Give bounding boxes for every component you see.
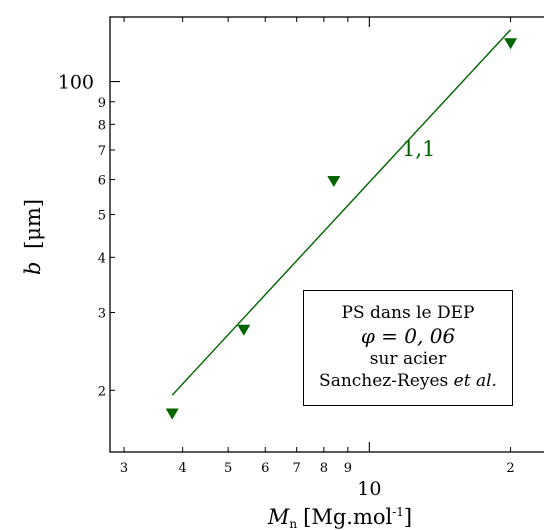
- x-axis-label: Mn [Mg.mol-1]: [267, 505, 412, 530]
- x-axis-symbol: M: [267, 505, 290, 529]
- x-axis-unit: [Mg.mol: [303, 505, 392, 529]
- legend-line-3: sur acier: [369, 349, 447, 369]
- y-axis-unit: [μm]: [21, 199, 45, 249]
- y-major-tick-label: 100: [58, 72, 94, 94]
- y-minor-tick-label: 8: [98, 118, 106, 133]
- y-minor-tick-label: 4: [98, 251, 106, 266]
- x-minor-tick-label: 3: [120, 461, 128, 476]
- y-axis-symbol: b: [21, 262, 45, 275]
- legend-line-2: φ = 0, 06: [360, 324, 456, 348]
- legend-line-4: Sanchez-Reyes et al.: [319, 370, 497, 393]
- legend-author: Sanchez-Reyes: [319, 371, 454, 391]
- x-minor-tick-label: 4: [179, 461, 187, 476]
- axis-tick-labels: 10 3 4 5 6 7 8 9 2 100 2 3 4 5 6 7 8 9: [58, 72, 515, 500]
- x-minor-tick-label: 9: [344, 461, 352, 476]
- fit-line: [171, 29, 512, 396]
- plot-frame: [109, 16, 544, 453]
- y-minor-tick-label: 2: [98, 384, 106, 399]
- x-axis-superscript: -1: [392, 505, 404, 519]
- slope-label: 1,1: [402, 137, 435, 161]
- data-point: [237, 324, 251, 336]
- y-axis-label: b [μm]: [21, 199, 45, 275]
- y-minor-tick-label: 5: [98, 209, 106, 224]
- data-points: [165, 38, 518, 420]
- x-minor-tick-label: 5: [224, 461, 232, 476]
- x-axis-subscript: n: [289, 517, 297, 530]
- legend-box: PS dans le DEP φ = 0, 06 sur acier Sanch…: [303, 290, 513, 406]
- y-minor-tick-label: 7: [98, 144, 106, 159]
- legend-line-1: PS dans le DEP: [341, 303, 475, 323]
- data-point: [327, 175, 341, 188]
- x-minor-tick-label: 6: [261, 461, 269, 476]
- y-minor-tick-label: 9: [98, 96, 106, 111]
- x-minor-tick-label: 7: [293, 461, 301, 476]
- x-axis-close: ]: [404, 505, 412, 529]
- x-minor-tick-label: 2: [506, 461, 514, 476]
- y-minor-tick-label: 3: [98, 307, 106, 322]
- x-major-tick-label: 10: [357, 478, 381, 500]
- data-point: [504, 38, 518, 50]
- legend-et-al: et al.: [453, 371, 497, 391]
- y-minor-tick-label: 6: [98, 174, 106, 189]
- axis-ticks: [110, 17, 512, 452]
- data-point: [165, 408, 179, 420]
- x-minor-tick-label: 8: [320, 461, 328, 476]
